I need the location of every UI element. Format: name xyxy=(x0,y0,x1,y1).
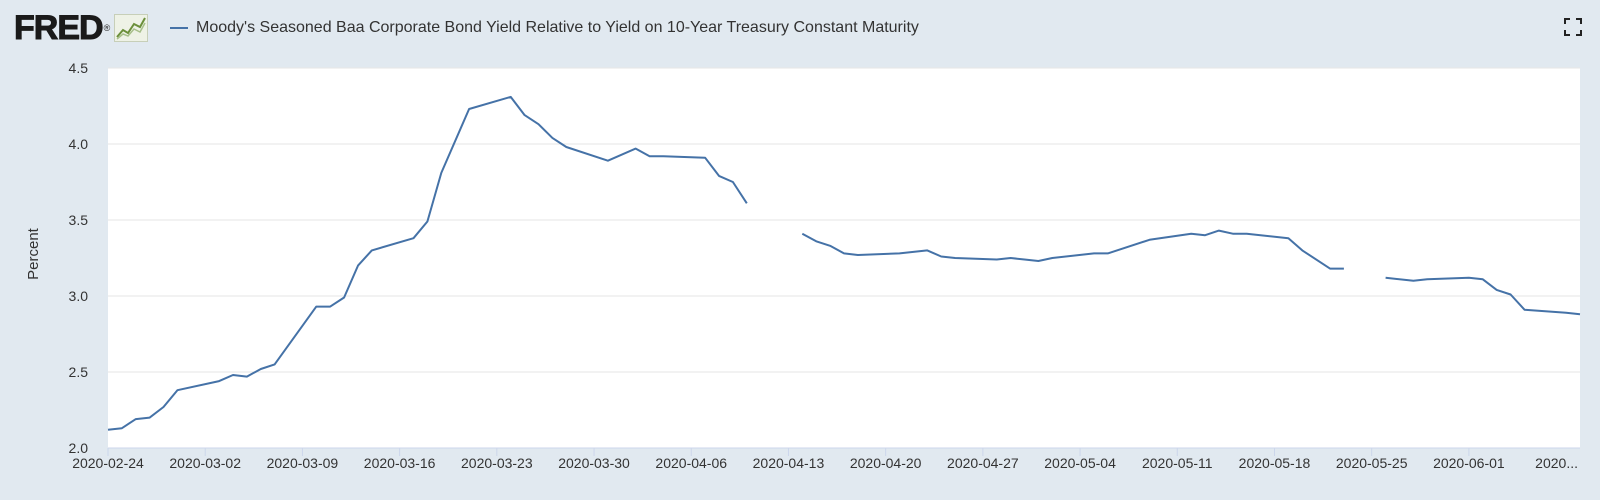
y-tick-label: 4.5 xyxy=(69,60,89,76)
x-tick-label: 2020-02-24 xyxy=(72,455,144,471)
x-tick-label: 2020-06-01 xyxy=(1433,455,1505,471)
x-tick-label: 2020-03-16 xyxy=(364,455,436,471)
legend-label: Moody's Seasoned Baa Corporate Bond Yiel… xyxy=(196,19,919,36)
logo-registered-mark: ® xyxy=(103,23,111,33)
y-tick-label: 3.0 xyxy=(69,288,89,304)
trend-chart-icon xyxy=(114,14,149,42)
x-tick-label: 2020-03-02 xyxy=(169,455,241,471)
x-axis-ticks: 2020-02-24 2020-03-02 2020-03-09 2020-03-16… xyxy=(72,447,1580,471)
series-line-segment[interactable] xyxy=(1385,276,1581,316)
y-tick-label: 4.0 xyxy=(69,136,89,152)
fullscreen-icon[interactable] xyxy=(1564,18,1582,36)
x-tick-label: 2020-05-11 xyxy=(1142,455,1213,471)
series-line-segment[interactable] xyxy=(801,229,1344,270)
y-axis-ticks: 2.0 2.5 3.0 3.5 4.0 4.5 xyxy=(69,60,89,456)
x-tick-label: 2020-03-09 xyxy=(267,455,339,471)
series-lines xyxy=(107,95,1581,431)
legend[interactable]: Moody's Seasoned Baa Corporate Bond Yiel… xyxy=(170,17,919,39)
x-tick-label: 2020-05-25 xyxy=(1336,455,1408,471)
x-tick-label: 2020-03-23 xyxy=(461,455,533,471)
x-tick-label: 2020... xyxy=(1535,455,1578,471)
logo-text: FRED xyxy=(14,8,105,47)
header: FRED ® Moody's Seasoned Baa Corporate Bo… xyxy=(0,0,1600,60)
x-tick-label: 2020-05-04 xyxy=(1044,455,1116,471)
legend-swatch xyxy=(170,27,188,29)
y-tick-label: 3.5 xyxy=(69,212,89,228)
x-tick-label: 2020-03-30 xyxy=(558,455,630,471)
x-tick-label: 2020-04-20 xyxy=(850,455,922,471)
x-tick-label: 2020-04-27 xyxy=(947,455,1019,471)
series-line-segment[interactable] xyxy=(107,95,748,431)
y-tick-label: 2.0 xyxy=(69,440,89,456)
plot-background xyxy=(108,68,1580,448)
fred-logo[interactable]: FRED ® xyxy=(14,8,149,48)
y-axis-label: Percent xyxy=(25,227,42,280)
x-tick-label: 2020-04-13 xyxy=(753,455,825,471)
y-tick-label: 2.5 xyxy=(69,364,89,380)
x-tick-label: 2020-04-06 xyxy=(655,455,727,471)
x-tick-label: 2020-05-18 xyxy=(1239,455,1311,471)
